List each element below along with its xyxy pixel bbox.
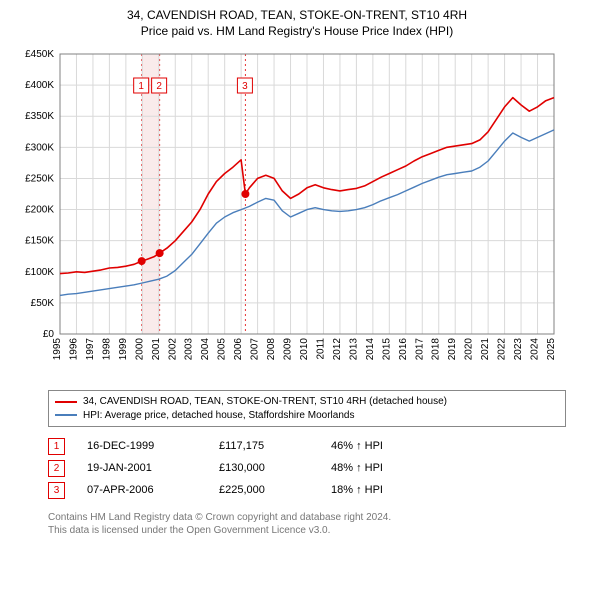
svg-text:2021: 2021 <box>480 338 491 361</box>
svg-text:1998: 1998 <box>101 338 112 361</box>
chart-titles: 34, CAVENDISH ROAD, TEAN, STOKE-ON-TRENT… <box>8 8 586 38</box>
svg-text:2016: 2016 <box>398 338 409 361</box>
svg-text:£400K: £400K <box>25 80 54 91</box>
svg-text:£300K: £300K <box>25 142 54 153</box>
sale-marker-icon: 3 <box>48 482 65 499</box>
page-container: 34, CAVENDISH ROAD, TEAN, STOKE-ON-TRENT… <box>0 0 600 590</box>
svg-text:2002: 2002 <box>167 338 178 361</box>
svg-text:2: 2 <box>156 81 162 92</box>
svg-text:2017: 2017 <box>414 338 425 361</box>
sale-date: 19-JAN-2001 <box>87 462 197 474</box>
svg-text:2019: 2019 <box>447 338 458 361</box>
sale-date: 16-DEC-1999 <box>87 440 197 452</box>
svg-text:2010: 2010 <box>299 338 310 361</box>
attribution-line1: Contains HM Land Registry data © Crown c… <box>48 511 566 524</box>
sale-price: £117,175 <box>219 440 309 452</box>
svg-text:2025: 2025 <box>546 338 557 361</box>
legend-swatch-blue <box>55 414 77 416</box>
legend-label-series1: HPI: Average price, detached house, Staf… <box>83 409 354 423</box>
svg-text:£350K: £350K <box>25 111 54 122</box>
svg-text:3: 3 <box>242 81 248 92</box>
svg-text:£250K: £250K <box>25 173 54 184</box>
svg-text:2007: 2007 <box>250 338 261 361</box>
svg-text:2020: 2020 <box>464 338 475 361</box>
sales-row: 3 07-APR-2006 £225,000 18% ↑ HPI <box>48 479 566 501</box>
svg-text:2012: 2012 <box>332 338 343 361</box>
sale-date: 07-APR-2006 <box>87 484 197 496</box>
legend-row-series1: HPI: Average price, detached house, Staf… <box>55 409 559 423</box>
svg-text:£50K: £50K <box>31 298 55 309</box>
sale-marker-icon: 2 <box>48 460 65 477</box>
svg-text:£100K: £100K <box>25 267 54 278</box>
svg-text:2004: 2004 <box>200 338 211 361</box>
svg-text:2006: 2006 <box>233 338 244 361</box>
svg-text:1997: 1997 <box>85 338 96 361</box>
svg-text:2013: 2013 <box>348 338 359 361</box>
sale-price: £130,000 <box>219 462 309 474</box>
svg-text:2018: 2018 <box>431 338 442 361</box>
title-subtitle: Price paid vs. HM Land Registry's House … <box>8 24 586 38</box>
svg-text:2009: 2009 <box>283 338 294 361</box>
sale-pct: 46% ↑ HPI <box>331 440 441 452</box>
attribution: Contains HM Land Registry data © Crown c… <box>48 511 566 537</box>
sale-pct: 48% ↑ HPI <box>331 462 441 474</box>
sale-pct: 18% ↑ HPI <box>331 484 441 496</box>
svg-text:2005: 2005 <box>217 338 228 361</box>
sale-marker-icon: 1 <box>48 438 65 455</box>
svg-text:2000: 2000 <box>134 338 145 361</box>
svg-text:2014: 2014 <box>365 338 376 361</box>
svg-text:1: 1 <box>138 81 144 92</box>
svg-text:2015: 2015 <box>381 338 392 361</box>
svg-text:£200K: £200K <box>25 205 54 216</box>
svg-text:2023: 2023 <box>513 338 524 361</box>
price-chart: £0£50K£100K£150K£200K£250K£300K£350K£400… <box>8 44 568 384</box>
svg-text:1995: 1995 <box>52 338 63 361</box>
svg-text:£150K: £150K <box>25 236 54 247</box>
legend-swatch-red <box>55 401 77 403</box>
svg-text:2024: 2024 <box>530 338 541 361</box>
svg-text:2003: 2003 <box>184 338 195 361</box>
legend: 34, CAVENDISH ROAD, TEAN, STOKE-ON-TRENT… <box>48 390 566 427</box>
svg-text:£450K: £450K <box>25 49 54 60</box>
svg-text:2008: 2008 <box>266 338 277 361</box>
title-address: 34, CAVENDISH ROAD, TEAN, STOKE-ON-TRENT… <box>8 8 586 22</box>
svg-text:2011: 2011 <box>315 338 326 360</box>
sales-table: 1 16-DEC-1999 £117,175 46% ↑ HPI 2 19-JAN-200… <box>48 435 566 501</box>
chart-area: £0£50K£100K£150K£200K£250K£300K£350K£400… <box>8 44 586 384</box>
sales-row: 1 16-DEC-1999 £117,175 46% ↑ HPI <box>48 435 566 457</box>
svg-text:2001: 2001 <box>151 338 162 361</box>
sales-row: 2 19-JAN-2001 £130,000 48% ↑ HPI <box>48 457 566 479</box>
svg-text:1999: 1999 <box>118 338 129 361</box>
svg-text:1996: 1996 <box>68 338 79 361</box>
svg-text:2022: 2022 <box>497 338 508 361</box>
legend-label-series0: 34, CAVENDISH ROAD, TEAN, STOKE-ON-TRENT… <box>83 395 447 409</box>
legend-row-series0: 34, CAVENDISH ROAD, TEAN, STOKE-ON-TRENT… <box>55 395 559 409</box>
sale-price: £225,000 <box>219 484 309 496</box>
attribution-line2: This data is licensed under the Open Gov… <box>48 524 566 537</box>
